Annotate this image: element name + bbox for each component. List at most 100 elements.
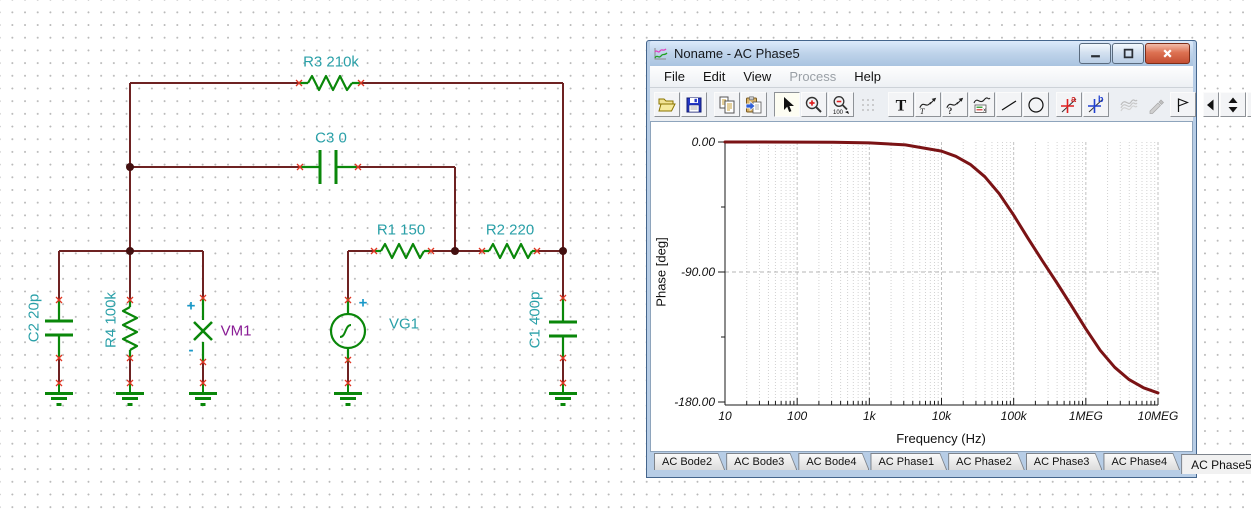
tab-label: AC Phase2 <box>949 454 1024 470</box>
y-tick-label: -180.00 <box>674 395 715 409</box>
menu-help[interactable]: Help <box>854 69 882 84</box>
y-tick-label: 0.00 <box>692 135 716 149</box>
line-tool-button[interactable] <box>996 92 1022 117</box>
zoom-in-button[interactable] <box>801 92 827 117</box>
ac-analysis-window: Noname - AC Phase5 File Edit View Process He… <box>646 40 1251 478</box>
plot-gridlines <box>725 142 1159 402</box>
curve-legend-button[interactable]: x <box>969 92 995 117</box>
nav-spinner-button[interactable] <box>1220 92 1246 117</box>
curve-pointer-q-icon: ? <box>945 95 965 115</box>
diagram-tab-bar: AC Bode2 AC Bode3 AC Bode4 AC Phase1 AC Phas… <box>650 452 1193 474</box>
label-r2[interactable]: R2 220 <box>485 221 535 239</box>
phase-curve[interactable] <box>723 140 1160 395</box>
plot-axes <box>718 141 1159 406</box>
open-file-button[interactable] <box>654 92 680 117</box>
tab-ac-phase5[interactable]: AC Phase5 <box>1181 454 1251 474</box>
close-button[interactable] <box>1145 43 1190 64</box>
y-tick-label: -90.00 <box>681 265 715 279</box>
label-vm1[interactable]: VM1 <box>220 322 252 340</box>
tab-label: AC Bode3 <box>727 454 796 470</box>
x-tick-label: 1k <box>863 409 877 423</box>
maximize-button[interactable] <box>1112 43 1144 64</box>
zoom-out-100-button[interactable]: 100 <box>828 92 854 117</box>
resistor-r4[interactable] <box>121 300 139 358</box>
paste-icon <box>744 95 764 115</box>
plot-client-area: 0.00 -90.00 -180.00 10 100 1k 10k 100k 1MEG 10MEG… <box>650 121 1193 452</box>
nav-left-button[interactable] <box>1203 92 1219 117</box>
y-axis-title: Phase [deg] <box>653 237 669 307</box>
paste-button[interactable] <box>741 92 767 117</box>
nav-right-icon <box>1245 95 1251 115</box>
x-tick-label: 100k <box>1001 409 1028 423</box>
cursor-b-icon: b <box>1086 95 1106 115</box>
minimize-button[interactable] <box>1079 43 1111 64</box>
grid-button <box>855 92 881 117</box>
capacitor-c1[interactable] <box>549 298 577 358</box>
capacitor-c2[interactable] <box>45 300 73 358</box>
svg-text:b: b <box>1098 95 1104 104</box>
svg-text:x: x <box>983 107 986 113</box>
maximize-icon <box>1123 48 1133 59</box>
menu-file[interactable]: File <box>664 69 685 84</box>
tab-ac-phase4[interactable]: AC Phase4 <box>1103 453 1180 470</box>
ellipse-tool-button[interactable] <box>1023 92 1049 117</box>
label-r1[interactable]: R1 150 <box>376 221 426 239</box>
tab-ac-phase2[interactable]: AC Phase2 <box>948 453 1025 470</box>
label-c3[interactable]: C3 0 <box>315 129 347 147</box>
menu-edit[interactable]: Edit <box>702 69 726 84</box>
flag-button[interactable] <box>1170 92 1196 117</box>
tab-label: AC Bode2 <box>655 454 724 470</box>
resistor-r1[interactable] <box>374 242 431 260</box>
save-button[interactable] <box>681 92 707 117</box>
resistor-r2[interactable] <box>482 242 537 260</box>
x-tick-label: 100 <box>787 409 807 423</box>
nav-right-button[interactable] <box>1247 92 1251 117</box>
color-pen-icon <box>1146 95 1166 115</box>
ground-symbols <box>58 383 564 392</box>
smoothing-icon <box>1119 95 1139 115</box>
cursor-b-button[interactable]: b <box>1083 92 1109 117</box>
tab-ac-phase3[interactable]: AC Phase3 <box>1026 453 1103 470</box>
x-tick-label: 10k <box>932 409 952 423</box>
label-c2[interactable]: C2 20p <box>25 293 43 343</box>
cursor-a-icon: a <box>1059 95 1079 115</box>
copy-icon <box>717 95 737 115</box>
minimize-icon <box>1090 55 1100 58</box>
tab-label: AC Bode4 <box>799 454 868 470</box>
svg-text:a: a <box>1071 95 1077 104</box>
vm1-minus-sign: - <box>188 341 194 359</box>
terminal-markers <box>55 79 567 387</box>
line-tool-icon <box>999 95 1019 115</box>
menu-process: Process <box>789 69 837 84</box>
select-cursor-button[interactable] <box>774 92 800 117</box>
tab-ac-bode3[interactable]: AC Bode3 <box>726 453 797 470</box>
curve-pointer-q-button[interactable]: ? <box>942 92 968 117</box>
label-r4[interactable]: R4 100k <box>102 292 120 348</box>
zoom-in-icon <box>804 95 824 115</box>
menu-view[interactable]: View <box>743 69 772 84</box>
smoothing-button <box>1116 92 1142 117</box>
title-bar[interactable]: Noname - AC Phase5 <box>650 41 1193 66</box>
resistor-r3[interactable] <box>299 74 361 92</box>
copy-button[interactable] <box>714 92 740 117</box>
cursor-a-button[interactable]: a <box>1056 92 1082 117</box>
window-title: Noname - AC Phase5 <box>674 46 800 61</box>
curve-pointer-t-button[interactable]: T <box>915 92 941 117</box>
x-tick-label: 10MEG <box>1138 409 1179 423</box>
text-button[interactable]: T <box>888 92 914 117</box>
label-c1[interactable]: C1 400p <box>526 291 544 349</box>
label-vg1[interactable]: VG1 <box>388 315 420 333</box>
menu-bar: File Edit View Process Help <box>650 66 1193 88</box>
capacitor-c3[interactable] <box>300 150 358 184</box>
label-r3[interactable]: R3 210k <box>303 53 359 71</box>
tab-ac-bode4[interactable]: AC Bode4 <box>798 453 869 470</box>
select-cursor-icon <box>777 95 797 115</box>
voltmeter-vm1[interactable] <box>193 298 213 362</box>
flag-icon <box>1173 95 1193 115</box>
tab-ac-phase1[interactable]: AC Phase1 <box>870 453 947 470</box>
svg-text:100: 100 <box>833 110 844 115</box>
tab-ac-bode2[interactable]: AC Bode2 <box>654 453 725 470</box>
tina-diagram-icon <box>653 46 669 62</box>
